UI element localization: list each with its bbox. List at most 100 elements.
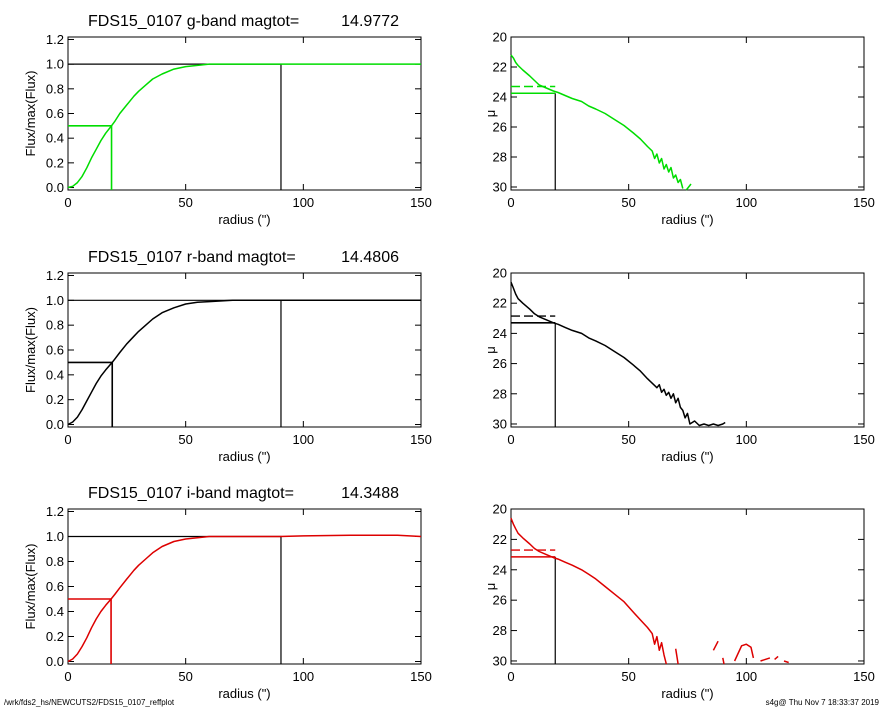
data-line — [674, 648, 679, 665]
y-tick-label: 0.4 — [46, 367, 64, 382]
chart-title-value: 14.4806 — [341, 249, 399, 266]
chart-title: FDS15_0107 r-band magtot= — [88, 249, 296, 266]
x-axis-label: radius (") — [218, 449, 270, 464]
data-line — [67, 534, 422, 663]
panel-r-surface-brightness: 0 50 100 150 20 22 24 26 28 30 radius (") μ — [483, 266, 875, 465]
y-tick-label: 30 — [493, 180, 507, 195]
y-tick-label: 0.4 — [46, 604, 64, 619]
x-tick-label: 150 — [410, 669, 432, 684]
chart-title: FDS15_0107 i-band magtot= — [88, 485, 294, 502]
x-tick-label: 0 — [64, 195, 71, 210]
y-tick-label: 0.8 — [46, 81, 64, 96]
data-line — [722, 657, 725, 665]
x-tick-label: 50 — [621, 195, 635, 210]
x-tick-label: 50 — [621, 432, 635, 447]
x-tick-label: 100 — [735, 195, 757, 210]
data-line — [67, 299, 421, 426]
y-tick-label: 0.8 — [46, 318, 64, 333]
y-tick-label: 0.0 — [46, 417, 64, 432]
data-line — [712, 640, 719, 651]
x-axis-label: radius (") — [661, 212, 713, 227]
chart-title-value: 14.9772 — [341, 13, 399, 30]
x-axis-label: radius (") — [218, 212, 270, 227]
data-line — [733, 643, 755, 662]
y-tick-label: 22 — [493, 296, 507, 311]
plot-frame — [67, 36, 422, 191]
y-tick-label: 0.2 — [46, 629, 64, 644]
data-line — [510, 281, 726, 427]
max-flux-reference-line — [68, 535, 282, 664]
y-tick-label: 0.2 — [46, 155, 64, 170]
x-axis-label: radius (") — [218, 686, 270, 701]
x-tick-label: 50 — [178, 195, 192, 210]
y-axis-label: Flux/max(Flux) — [23, 544, 38, 630]
x-tick-label: 150 — [853, 432, 875, 447]
panel-g-growth-curve: 0 50 100 150 0.0 0.2 0.4 0.6 0.8 1.0 1.2 radius (")… — [23, 13, 432, 227]
x-tick-label: 50 — [621, 669, 635, 684]
y-tick-label: 24 — [493, 326, 507, 341]
plot-frame — [510, 508, 865, 665]
y-tick-label: 30 — [493, 653, 507, 668]
data-line — [783, 660, 789, 664]
y-tick-label: 24 — [493, 562, 507, 577]
x-tick-label: 0 — [64, 669, 71, 684]
y-tick-label: 1.0 — [46, 529, 64, 544]
y-tick-label: 0.6 — [46, 343, 64, 358]
y-tick-label: 30 — [493, 416, 507, 431]
max-flux-reference-line — [68, 299, 282, 427]
x-tick-label: 0 — [507, 432, 514, 447]
panel-g-surface-brightness: 0 50 100 150 20 22 24 26 28 30 radius (") μ — [483, 30, 875, 228]
x-tick-label: 100 — [292, 669, 314, 684]
y-tick-label: 1.0 — [46, 57, 64, 72]
y-tick-label: 0.8 — [46, 554, 64, 569]
x-tick-label: 50 — [178, 669, 192, 684]
y-tick-label: 26 — [493, 593, 507, 608]
y-tick-label: 0.6 — [46, 106, 64, 121]
x-tick-label: 100 — [292, 195, 314, 210]
chart-title: FDS15_0107 g-band magtot= — [88, 13, 299, 30]
y-tick-label: 0.4 — [46, 131, 64, 146]
y-tick-label: 1.2 — [46, 504, 64, 519]
panel-i-growth-curve: 0 50 100 150 0.0 0.2 0.4 0.6 0.8 1.0 1.2 radius (")… — [23, 485, 432, 701]
x-tick-label: 150 — [410, 432, 432, 447]
y-tick-label: 24 — [493, 90, 507, 105]
x-tick-label: 100 — [292, 432, 314, 447]
y-tick-label: 1.0 — [46, 293, 64, 308]
y-axis-label: Flux/max(Flux) — [23, 307, 38, 393]
data-line — [774, 655, 779, 660]
y-tick-label: 0.0 — [46, 654, 64, 669]
y-tick-label: 22 — [493, 532, 507, 547]
plot-frame — [510, 36, 865, 191]
y-tick-label: 20 — [493, 30, 507, 45]
max-flux-reference-line — [68, 63, 282, 190]
y-tick-label: 26 — [493, 120, 507, 135]
panel-i-surface-brightness: 0 50 100 150 20 22 24 26 28 30 radius (") μ — [483, 502, 875, 702]
x-tick-label: 50 — [178, 432, 192, 447]
y-tick-label: 20 — [493, 266, 507, 281]
x-tick-label: 150 — [410, 195, 432, 210]
y-tick-label: 1.2 — [46, 268, 64, 283]
data-line — [510, 54, 684, 189]
y-tick-label: 22 — [493, 60, 507, 75]
data-line — [67, 63, 421, 189]
y-axis-label: μ — [483, 110, 498, 118]
x-tick-label: 0 — [507, 195, 514, 210]
y-tick-label: 26 — [493, 356, 507, 371]
x-axis-label: radius (") — [661, 449, 713, 464]
footer-stamp: s4g@ Thu Nov 7 18:33:37 2019 — [765, 698, 879, 707]
x-tick-label: 0 — [507, 669, 514, 684]
data-line — [510, 517, 668, 665]
x-tick-label: 150 — [853, 669, 875, 684]
y-tick-label: 20 — [493, 502, 507, 517]
chart-title-value: 14.3488 — [341, 485, 399, 502]
y-axis-label: Flux/max(Flux) — [23, 71, 38, 157]
y-tick-label: 0.6 — [46, 579, 64, 594]
y-tick-label: 1.2 — [46, 32, 64, 47]
x-tick-label: 150 — [853, 195, 875, 210]
x-tick-label: 0 — [64, 432, 71, 447]
data-line — [685, 183, 692, 191]
plot-frame — [510, 272, 865, 428]
y-tick-label: 0.2 — [46, 392, 64, 407]
x-axis-label: radius (") — [661, 686, 713, 701]
